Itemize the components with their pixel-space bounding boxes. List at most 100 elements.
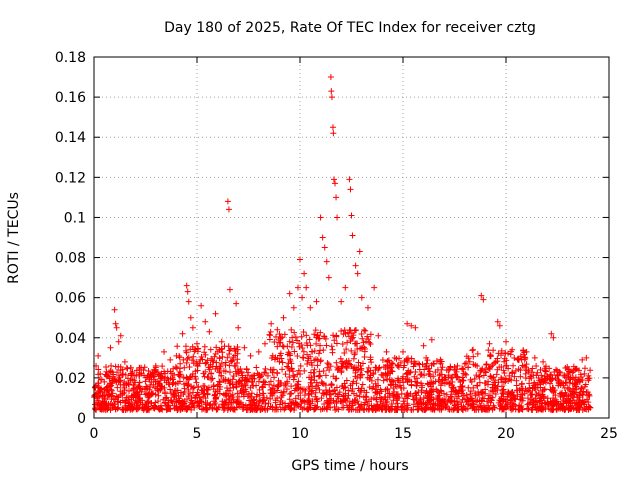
data-point [189, 357, 196, 364]
data-point [261, 340, 268, 347]
data-point [413, 375, 420, 382]
data-point [396, 355, 403, 362]
data-point [330, 130, 337, 137]
data-point [437, 387, 444, 394]
data-point [187, 314, 194, 321]
data-point [364, 304, 371, 311]
data-point [525, 367, 532, 374]
data-point [328, 343, 335, 350]
data-point [227, 392, 234, 399]
data-point [331, 337, 338, 344]
data-point [366, 384, 373, 391]
data-point [170, 365, 177, 372]
data-point [113, 324, 120, 331]
data-point [176, 354, 183, 361]
data-point [126, 402, 133, 409]
data-point [569, 369, 576, 376]
data-point [252, 402, 259, 409]
data-point [509, 388, 516, 395]
data-point [317, 358, 324, 365]
data-point [285, 349, 292, 356]
data-point [408, 322, 415, 329]
data-point [232, 363, 239, 370]
data-point [438, 388, 445, 395]
data-point [515, 356, 522, 363]
data-point [321, 400, 328, 407]
data-point [292, 395, 299, 402]
data-point [275, 383, 282, 390]
data-point [95, 352, 102, 359]
data-point [222, 376, 229, 383]
data-point [440, 403, 447, 410]
data-point [318, 379, 325, 386]
data-point [179, 403, 186, 410]
data-point [515, 406, 522, 413]
data-point [553, 401, 560, 408]
data-point [531, 403, 538, 410]
data-point [386, 362, 393, 369]
data-point [122, 398, 129, 405]
data-point [400, 398, 407, 405]
data-point [160, 396, 167, 403]
data-point [316, 372, 323, 379]
data-point [200, 382, 207, 389]
data-point [430, 386, 437, 393]
data-point [424, 357, 431, 364]
data-point [185, 386, 192, 393]
data-point [368, 405, 375, 412]
data-point [235, 324, 242, 331]
data-point [357, 362, 364, 369]
data-point [499, 405, 506, 412]
data-point [434, 392, 441, 399]
data-point [198, 302, 205, 309]
data-point [236, 377, 243, 384]
data-point [540, 386, 547, 393]
data-point [319, 405, 326, 412]
data-point [333, 400, 340, 407]
data-point [361, 327, 368, 334]
data-point [218, 338, 225, 345]
data-point [157, 405, 164, 412]
data-point [184, 375, 191, 382]
data-point [521, 351, 527, 358]
data-point [412, 324, 419, 331]
data-point [367, 331, 374, 338]
data-point [583, 354, 590, 361]
data-point [155, 398, 162, 405]
data-point [245, 369, 252, 376]
data-point [384, 370, 391, 377]
data-point [317, 357, 324, 364]
data-point [294, 381, 301, 388]
data-point [495, 399, 502, 406]
data-point [425, 370, 432, 377]
data-point [283, 380, 290, 387]
data-point [307, 304, 314, 311]
data-point [460, 377, 467, 384]
data-point [499, 387, 506, 394]
data-point [420, 406, 427, 413]
data-point [381, 394, 388, 401]
data-point [267, 378, 274, 385]
data-point [301, 367, 308, 374]
data-point [552, 392, 559, 399]
y-tick-label: 0.02 [55, 371, 86, 387]
data-point [297, 256, 303, 263]
data-point [454, 401, 461, 408]
data-point [501, 358, 508, 365]
data-point [507, 404, 514, 411]
data-point [290, 376, 297, 383]
data-point [340, 398, 347, 405]
data-point [365, 369, 372, 376]
data-point [339, 358, 346, 365]
data-point [531, 354, 538, 361]
data-point [471, 375, 478, 382]
data-point [490, 347, 497, 354]
data-point [295, 403, 302, 410]
data-point [505, 389, 512, 396]
data-point [254, 370, 261, 377]
data-point [354, 406, 361, 413]
data-point [181, 389, 188, 396]
data-point [108, 382, 115, 389]
data-point [427, 404, 434, 411]
data-point [132, 379, 139, 386]
